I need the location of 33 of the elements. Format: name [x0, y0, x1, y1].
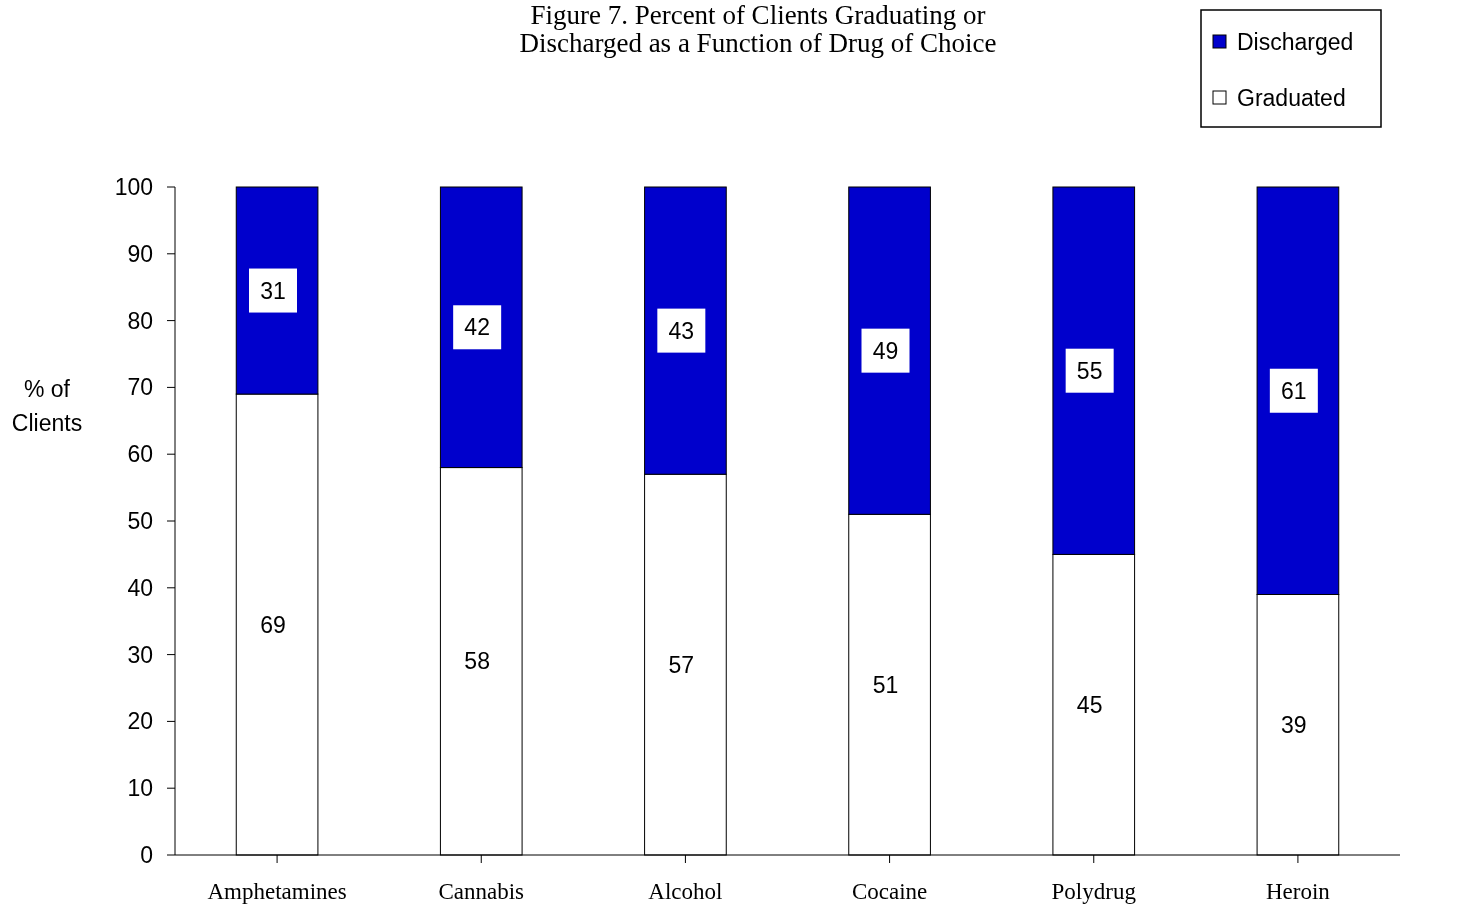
y-tick-label: 50 [127, 508, 153, 534]
y-tick-label: 80 [127, 307, 153, 334]
data-label: 61 [1281, 377, 1307, 404]
x-tick-label: Heroin [1265, 879, 1331, 904]
y-tick-label: 90 [127, 240, 153, 267]
y-tick-label: 30 [127, 641, 153, 668]
data-label: 57 [668, 651, 695, 678]
data-label: 69 [260, 611, 286, 638]
x-tick-label: Amphetamines [207, 879, 347, 904]
y-tick-label: 100 [114, 174, 153, 200]
data-label: 43 [668, 317, 695, 344]
data-label: 42 [464, 314, 490, 341]
data-label: 45 [1076, 691, 1103, 718]
x-tick-label: Alcohol [648, 879, 723, 904]
y-tick-label: 0 [140, 842, 153, 868]
data-label: 31 [260, 277, 286, 304]
y-tick-label: 70 [127, 374, 153, 401]
data-label: 39 [1281, 711, 1307, 738]
data-label: 51 [872, 671, 899, 698]
legend-label: Graduated [1237, 85, 1346, 111]
chart-title: Figure 7. Percent of Clients Graduating or Discharged as a Function of Drug of Choice [519, 0, 997, 58]
data-label: 55 [1076, 357, 1103, 384]
y-tick-label: 20 [127, 708, 153, 735]
x-tick-label: Polydrug [1051, 879, 1137, 904]
legend-label: Discharged [1237, 29, 1354, 55]
y-tick-label: 10 [127, 775, 153, 802]
data-label: 49 [872, 337, 899, 364]
y-axis-title: % of Clients [11, 376, 83, 436]
y-tick-label: 40 [127, 574, 153, 601]
x-tick-label: Cocaine [851, 879, 928, 904]
data-label: 58 [464, 648, 490, 675]
x-tick-label: Cannabis [438, 879, 525, 904]
y-tick-label: 60 [127, 441, 153, 468]
